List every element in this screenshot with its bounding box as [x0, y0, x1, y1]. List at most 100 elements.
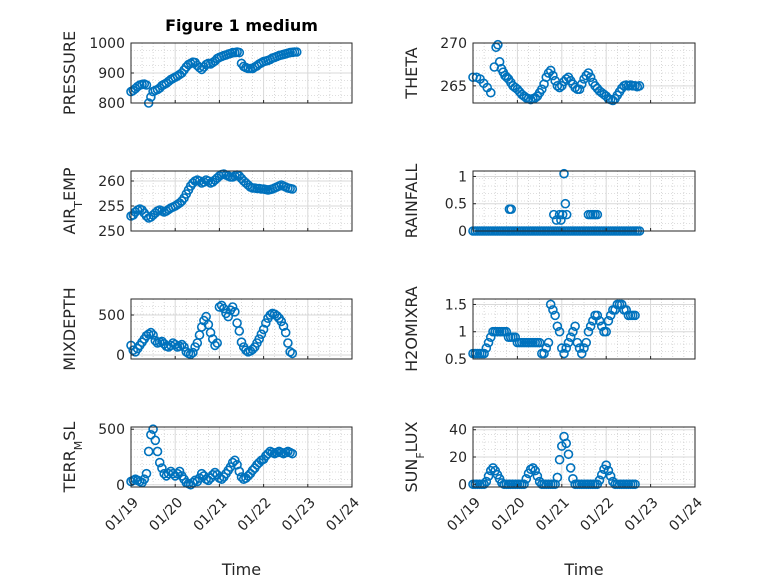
data-point: [581, 70, 592, 81]
data-point: [146, 327, 156, 338]
data-point: [576, 79, 587, 89]
data-point: [139, 474, 150, 485]
data-point: [506, 204, 516, 214]
data-point: [559, 168, 569, 179]
data-point: [141, 211, 152, 221]
data-point: [212, 338, 222, 348]
data-point: [280, 327, 291, 338]
y-tick-label: 0.5: [445, 197, 467, 213]
data-point: [570, 321, 580, 332]
panel-4: 0 0.5 1 RAINFALL: [402, 164, 696, 240]
y-axis-label: H2OMIXRA: [402, 286, 421, 372]
data-point: [483, 471, 494, 481]
data-point: [554, 326, 565, 337]
data-point: [287, 348, 298, 359]
data-point: [554, 209, 565, 220]
data-point: [223, 311, 234, 322]
y-tick-label: 0: [116, 348, 125, 364]
y-tick-label: 500: [98, 422, 125, 438]
data-point: [560, 198, 571, 209]
panel-5: 0 500 MIXDEPTH: [60, 287, 353, 371]
data-point: [234, 466, 245, 477]
data-markers: [468, 39, 645, 106]
axes-box: [130, 298, 353, 360]
data-point: [479, 479, 489, 490]
data-point: [214, 302, 225, 312]
data-point: [154, 457, 165, 468]
data-point: [485, 465, 496, 476]
data-point: [165, 340, 176, 351]
data-point: [261, 318, 271, 328]
data-point: [177, 339, 187, 350]
data-markers: [468, 299, 640, 359]
data-point: [530, 465, 540, 476]
data-point: [241, 345, 251, 356]
y-axis-label: THETA: [402, 47, 421, 99]
data-point: [199, 177, 209, 187]
data-markers: [126, 169, 298, 223]
y-tick-label: 0: [116, 478, 125, 494]
data-point: [563, 337, 574, 348]
data-point: [539, 348, 549, 359]
data-point: [545, 299, 556, 310]
data-point: [601, 326, 612, 337]
data-point: [258, 324, 269, 335]
y-tick-label: 270: [440, 36, 467, 52]
data-point: [550, 75, 560, 86]
data-point: [227, 302, 238, 312]
data-point: [552, 472, 563, 483]
y-axis-label: SUNFLUX: [402, 421, 427, 492]
x-tick-label: 01/20: [489, 495, 529, 535]
data-point: [146, 92, 156, 102]
data-point: [214, 171, 225, 181]
data-point: [594, 316, 605, 326]
x-tick-label: 01/23: [279, 495, 319, 535]
data-point: [483, 337, 494, 348]
y-tick-label: 40: [449, 423, 467, 439]
data-point: [556, 215, 566, 225]
x-tick-label: 01/21: [533, 495, 573, 535]
data-point: [276, 316, 287, 327]
data-point: [554, 454, 565, 465]
panel-1: 800 900 1000 PRESSURE Figure 1 medium: [60, 16, 353, 115]
y-tick-label: 1: [458, 169, 467, 185]
y-tick-label: 265: [440, 79, 467, 95]
data-point: [143, 446, 154, 457]
data-point: [285, 346, 295, 357]
data-point: [188, 347, 198, 358]
data-point: [291, 47, 302, 57]
data-point: [493, 39, 503, 50]
y-axis-label: MIXDEPTH: [60, 287, 79, 370]
data-point: [550, 310, 560, 321]
data-point: [594, 475, 605, 485]
data-point: [549, 209, 559, 220]
data-point: [552, 321, 563, 332]
data-point: [561, 209, 572, 220]
axes-box: [472, 42, 696, 104]
data-point: [630, 310, 640, 321]
data-point: [150, 435, 161, 446]
y-tick-label: 0.5: [445, 352, 467, 368]
data-point: [143, 329, 154, 340]
data-point: [481, 343, 492, 353]
y-tick-label: 900: [98, 66, 125, 82]
data-point: [203, 176, 214, 186]
data-point: [234, 47, 245, 58]
data-point: [150, 335, 161, 346]
data-point: [585, 72, 596, 83]
data-point: [287, 448, 298, 459]
data-point: [128, 345, 139, 356]
chart-title: Figure 1 medium: [165, 16, 318, 35]
data-point: [576, 348, 587, 359]
y-tick-label: 800: [98, 96, 125, 112]
data-point: [485, 87, 496, 98]
data-point: [265, 310, 276, 320]
data-point: [521, 474, 532, 484]
y-tick-label: 1.5: [445, 297, 467, 313]
data-point: [152, 446, 163, 457]
data-point: [219, 303, 229, 314]
y-axis-label: RAINFALL: [402, 164, 421, 239]
data-point: [179, 342, 189, 352]
data-point: [574, 343, 585, 353]
data-point: [568, 326, 578, 337]
